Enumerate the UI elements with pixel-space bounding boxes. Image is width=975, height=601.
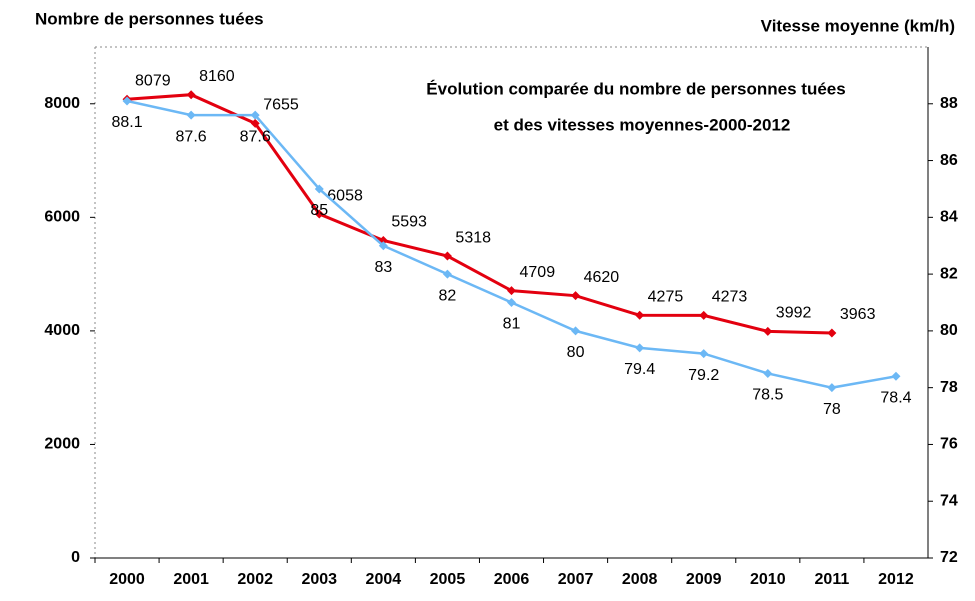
marker xyxy=(699,349,709,359)
x-tick-label: 2010 xyxy=(750,571,786,588)
marker xyxy=(122,96,132,106)
data-label: 80 xyxy=(567,344,585,361)
x-tick-label: 2003 xyxy=(301,571,337,588)
data-label: 4620 xyxy=(584,269,620,286)
x-tick-label: 2006 xyxy=(494,571,530,588)
x-tick-label: 2000 xyxy=(109,571,145,588)
data-label: 4273 xyxy=(712,289,748,306)
y2-tick-label: 88 xyxy=(940,95,958,112)
data-label: 82 xyxy=(439,287,457,304)
marker xyxy=(314,209,324,219)
y2-tick-label: 86 xyxy=(940,152,958,169)
y-axis-title: Nombre de personnes tuées xyxy=(35,9,264,28)
marker xyxy=(763,326,773,336)
data-label: 79.2 xyxy=(688,367,719,384)
data-label: 3963 xyxy=(840,306,876,323)
x-tick-label: 2005 xyxy=(430,571,466,588)
marker xyxy=(250,110,260,120)
marker xyxy=(378,241,388,251)
marker xyxy=(571,291,581,301)
series-line xyxy=(126,93,832,335)
marker xyxy=(763,368,773,378)
x-tick-label: 2004 xyxy=(366,571,402,588)
y2-tick-label: 72 xyxy=(940,549,958,566)
y2-tick-label: 78 xyxy=(940,379,958,396)
data-label: 81 xyxy=(503,316,521,333)
data-label: 4275 xyxy=(648,288,684,305)
marker xyxy=(635,343,645,353)
data-label: 78.5 xyxy=(752,387,783,404)
data-label: 87.6 xyxy=(240,128,271,145)
marker xyxy=(827,328,837,338)
marker xyxy=(186,90,196,100)
marker xyxy=(699,310,709,320)
y2-tick-label: 80 xyxy=(940,322,958,339)
y-tick-label: 6000 xyxy=(44,209,80,226)
marker xyxy=(442,269,452,279)
marker xyxy=(891,371,901,381)
data-label: 87.6 xyxy=(176,128,207,145)
marker xyxy=(314,184,324,194)
y2-tick-label: 76 xyxy=(940,436,958,453)
marker xyxy=(571,326,581,336)
data-label: 6058 xyxy=(327,187,363,204)
data-label: 79.4 xyxy=(624,361,655,378)
x-tick-label: 2011 xyxy=(815,571,850,588)
x-tick-label: 2002 xyxy=(237,571,273,588)
data-label: 8160 xyxy=(199,68,235,85)
x-tick-label: 2001 xyxy=(173,571,209,588)
chart-title: Évolution comparée du nombre de personne… xyxy=(426,79,845,98)
data-label: 3992 xyxy=(776,305,812,322)
marker xyxy=(507,298,516,307)
data-label: 88.1 xyxy=(111,114,142,131)
data-label: 78.4 xyxy=(880,390,911,407)
chart-title: et des vitesses moyennes-2000-2012 xyxy=(494,115,791,134)
marker xyxy=(186,110,196,120)
marker xyxy=(635,310,645,320)
data-label: 4709 xyxy=(520,264,556,281)
data-label: 7655 xyxy=(263,97,299,114)
y2-tick-label: 74 xyxy=(940,492,958,509)
x-tick-label: 2008 xyxy=(622,571,658,588)
y-tick-label: 4000 xyxy=(44,322,80,339)
y2-tick-label: 82 xyxy=(940,265,958,282)
marker xyxy=(507,286,516,296)
y-tick-label: 8000 xyxy=(44,95,80,112)
data-label: 8079 xyxy=(135,73,171,90)
y2-tick-label: 84 xyxy=(940,209,958,226)
x-tick-label: 2009 xyxy=(686,571,722,588)
marker xyxy=(827,383,837,393)
data-label: 5318 xyxy=(455,229,491,246)
y-tick-label: 0 xyxy=(71,549,80,566)
marker xyxy=(250,118,260,128)
marker xyxy=(442,251,452,261)
y-tick-label: 2000 xyxy=(44,436,80,453)
data-label: 85 xyxy=(310,202,328,219)
y2-axis-title: Vitesse moyenne (km/h) xyxy=(761,16,955,35)
data-label: 83 xyxy=(374,259,392,276)
x-tick-label: 2007 xyxy=(558,571,594,588)
x-tick-label: 2012 xyxy=(878,571,914,588)
data-label: 5593 xyxy=(391,214,427,231)
data-label: 78 xyxy=(823,401,841,418)
